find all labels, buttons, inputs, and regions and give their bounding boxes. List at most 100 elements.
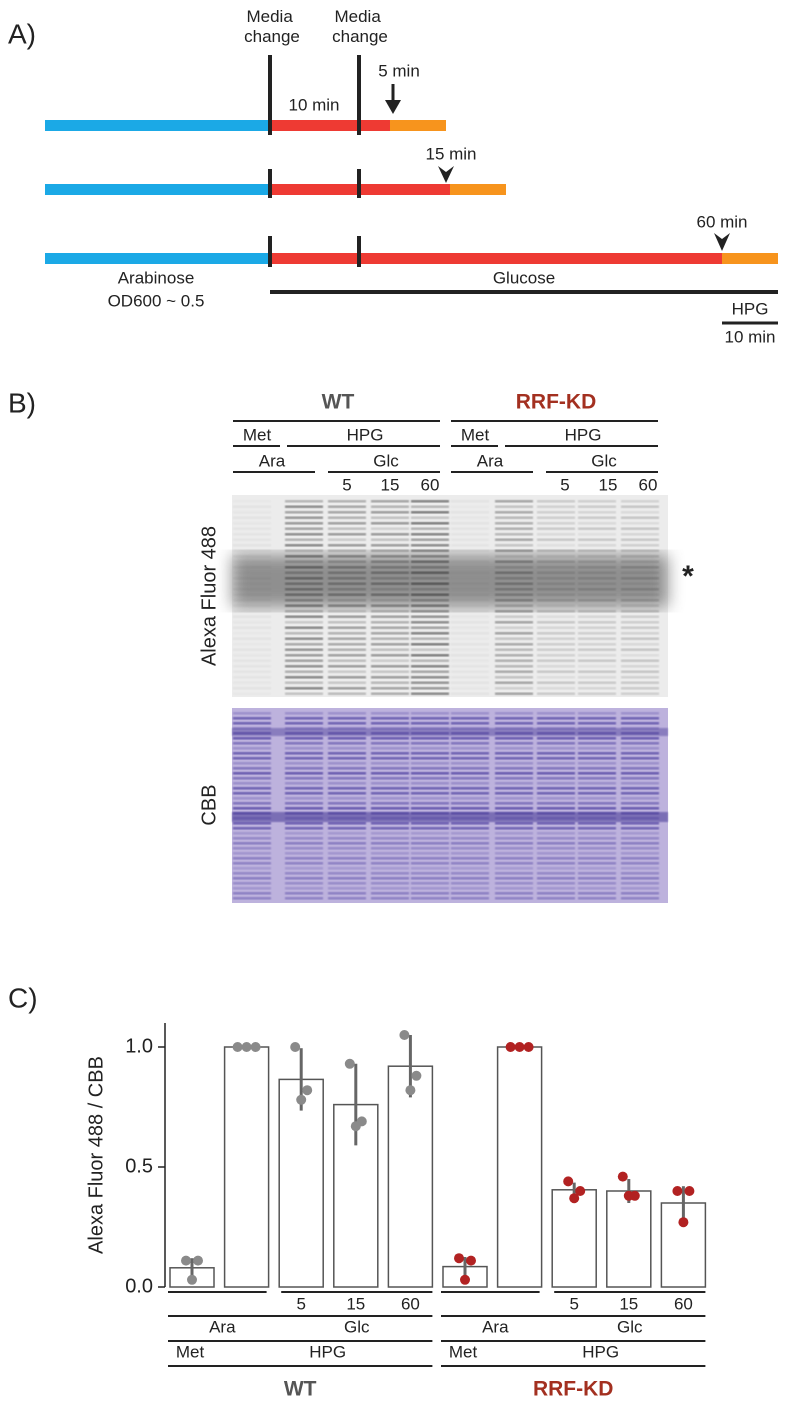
gel-band <box>371 782 409 785</box>
gel-band <box>233 659 271 662</box>
gel-band <box>537 857 575 860</box>
gel-band <box>233 762 271 765</box>
hpg-label: HPG <box>732 299 769 318</box>
gel-band <box>495 827 533 830</box>
gel-band <box>371 593 409 596</box>
gel-band <box>328 621 366 624</box>
gel-band <box>328 717 366 720</box>
gel-band <box>328 877 366 880</box>
condition-label: Ara <box>209 1317 236 1336</box>
group-label: RRF-KD <box>533 1378 613 1401</box>
gel-band <box>451 897 489 900</box>
gel-band <box>371 571 409 574</box>
gel-band <box>537 867 575 870</box>
gel-band <box>451 772 489 775</box>
bar <box>278 1078 324 1288</box>
gel-band <box>328 632 366 635</box>
gel-band <box>578 712 616 715</box>
gel-band <box>233 615 271 618</box>
gel-band <box>495 681 533 684</box>
gel-band <box>285 632 323 635</box>
gel-band <box>537 505 575 508</box>
gel-band <box>411 637 449 640</box>
gel-band <box>411 571 449 574</box>
gel-band <box>233 857 271 860</box>
condition-label: Met <box>449 1342 478 1361</box>
gel-band <box>451 862 489 865</box>
gel-band <box>233 802 271 805</box>
gel-band <box>233 544 271 547</box>
gel-band <box>495 648 533 651</box>
gel-band <box>495 837 533 840</box>
gel-band <box>411 599 449 602</box>
gel-band <box>411 877 449 880</box>
gel-band <box>328 538 366 541</box>
gel-band <box>411 842 449 845</box>
gel-band <box>233 807 271 810</box>
gel-band <box>578 681 616 684</box>
gel-band <box>371 582 409 585</box>
gel-band <box>621 772 659 775</box>
gel-band <box>621 847 659 850</box>
gel-band <box>328 577 366 580</box>
gel-band <box>233 588 271 591</box>
gel-band <box>233 877 271 880</box>
hpg-bar <box>450 184 506 195</box>
gel-band <box>411 837 449 840</box>
gel-band <box>495 767 533 770</box>
gel-band <box>537 500 575 503</box>
gel-band <box>451 517 489 520</box>
gel-band <box>285 782 323 785</box>
gel-band <box>537 737 575 740</box>
gel-band <box>495 777 533 780</box>
gel-band <box>285 654 323 657</box>
gel-band <box>328 676 366 679</box>
gel-band <box>621 842 659 845</box>
gel-band <box>371 566 409 569</box>
gel-band <box>495 862 533 865</box>
panel-label: C) <box>8 982 38 1013</box>
gel-band <box>578 792 616 795</box>
gel-band <box>371 527 409 530</box>
gel-band <box>328 599 366 602</box>
gel-band <box>495 676 533 679</box>
gel-band <box>233 561 271 564</box>
gel-band <box>285 777 323 780</box>
gel-band <box>621 737 659 740</box>
gel-band <box>578 632 616 635</box>
gel-band <box>495 588 533 591</box>
gel-band <box>233 887 271 890</box>
gel-band <box>578 822 616 825</box>
gel-band <box>621 887 659 890</box>
gel-band <box>411 822 449 825</box>
marker: * <box>682 560 694 593</box>
gel-band <box>537 787 575 790</box>
data-point <box>563 1176 574 1187</box>
gel-band <box>537 610 575 613</box>
gel-band <box>578 527 616 530</box>
group-label: WT <box>322 391 355 414</box>
gel-band <box>621 862 659 865</box>
gel-band <box>285 847 323 850</box>
gel-band <box>621 643 659 646</box>
gel-band <box>411 659 449 662</box>
gel-band <box>328 626 366 629</box>
gel-band <box>285 832 323 835</box>
gel-band <box>451 527 489 530</box>
gel-band <box>233 583 271 586</box>
data-point <box>302 1085 313 1096</box>
time-label: 15 <box>599 475 618 494</box>
hpg-duration: 10 min <box>724 327 775 346</box>
gel-band <box>328 827 366 830</box>
gel-band <box>621 897 659 900</box>
gel-band <box>621 527 659 530</box>
data-point <box>344 1058 355 1069</box>
data-point <box>296 1094 307 1105</box>
gel-band <box>451 599 489 602</box>
gel-band <box>621 522 659 525</box>
gel-band <box>233 676 271 679</box>
gel-band <box>578 872 616 875</box>
gel-band <box>285 643 323 646</box>
gel-band <box>578 837 616 840</box>
gel-band <box>411 847 449 850</box>
